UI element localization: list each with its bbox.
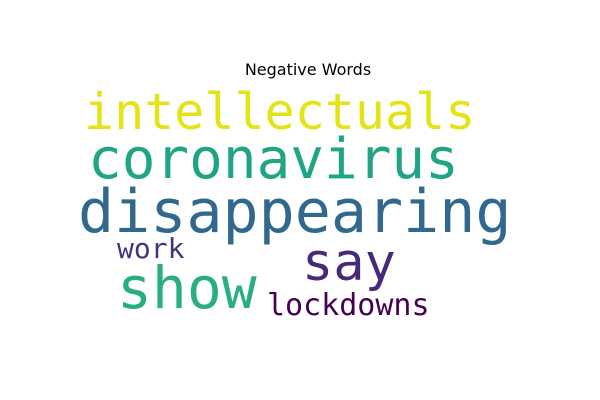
word-say: say [302,233,396,293]
word-show: show [117,254,257,322]
word-disappearing: disappearing [78,177,512,247]
word-lockdowns: lockdowns [267,288,430,323]
word-work: work [117,232,185,265]
word-intellectuals: intellectuals [84,83,476,141]
word-coronavirus: coronavirus [88,127,459,192]
figure-title: Negative Words [244,60,372,79]
